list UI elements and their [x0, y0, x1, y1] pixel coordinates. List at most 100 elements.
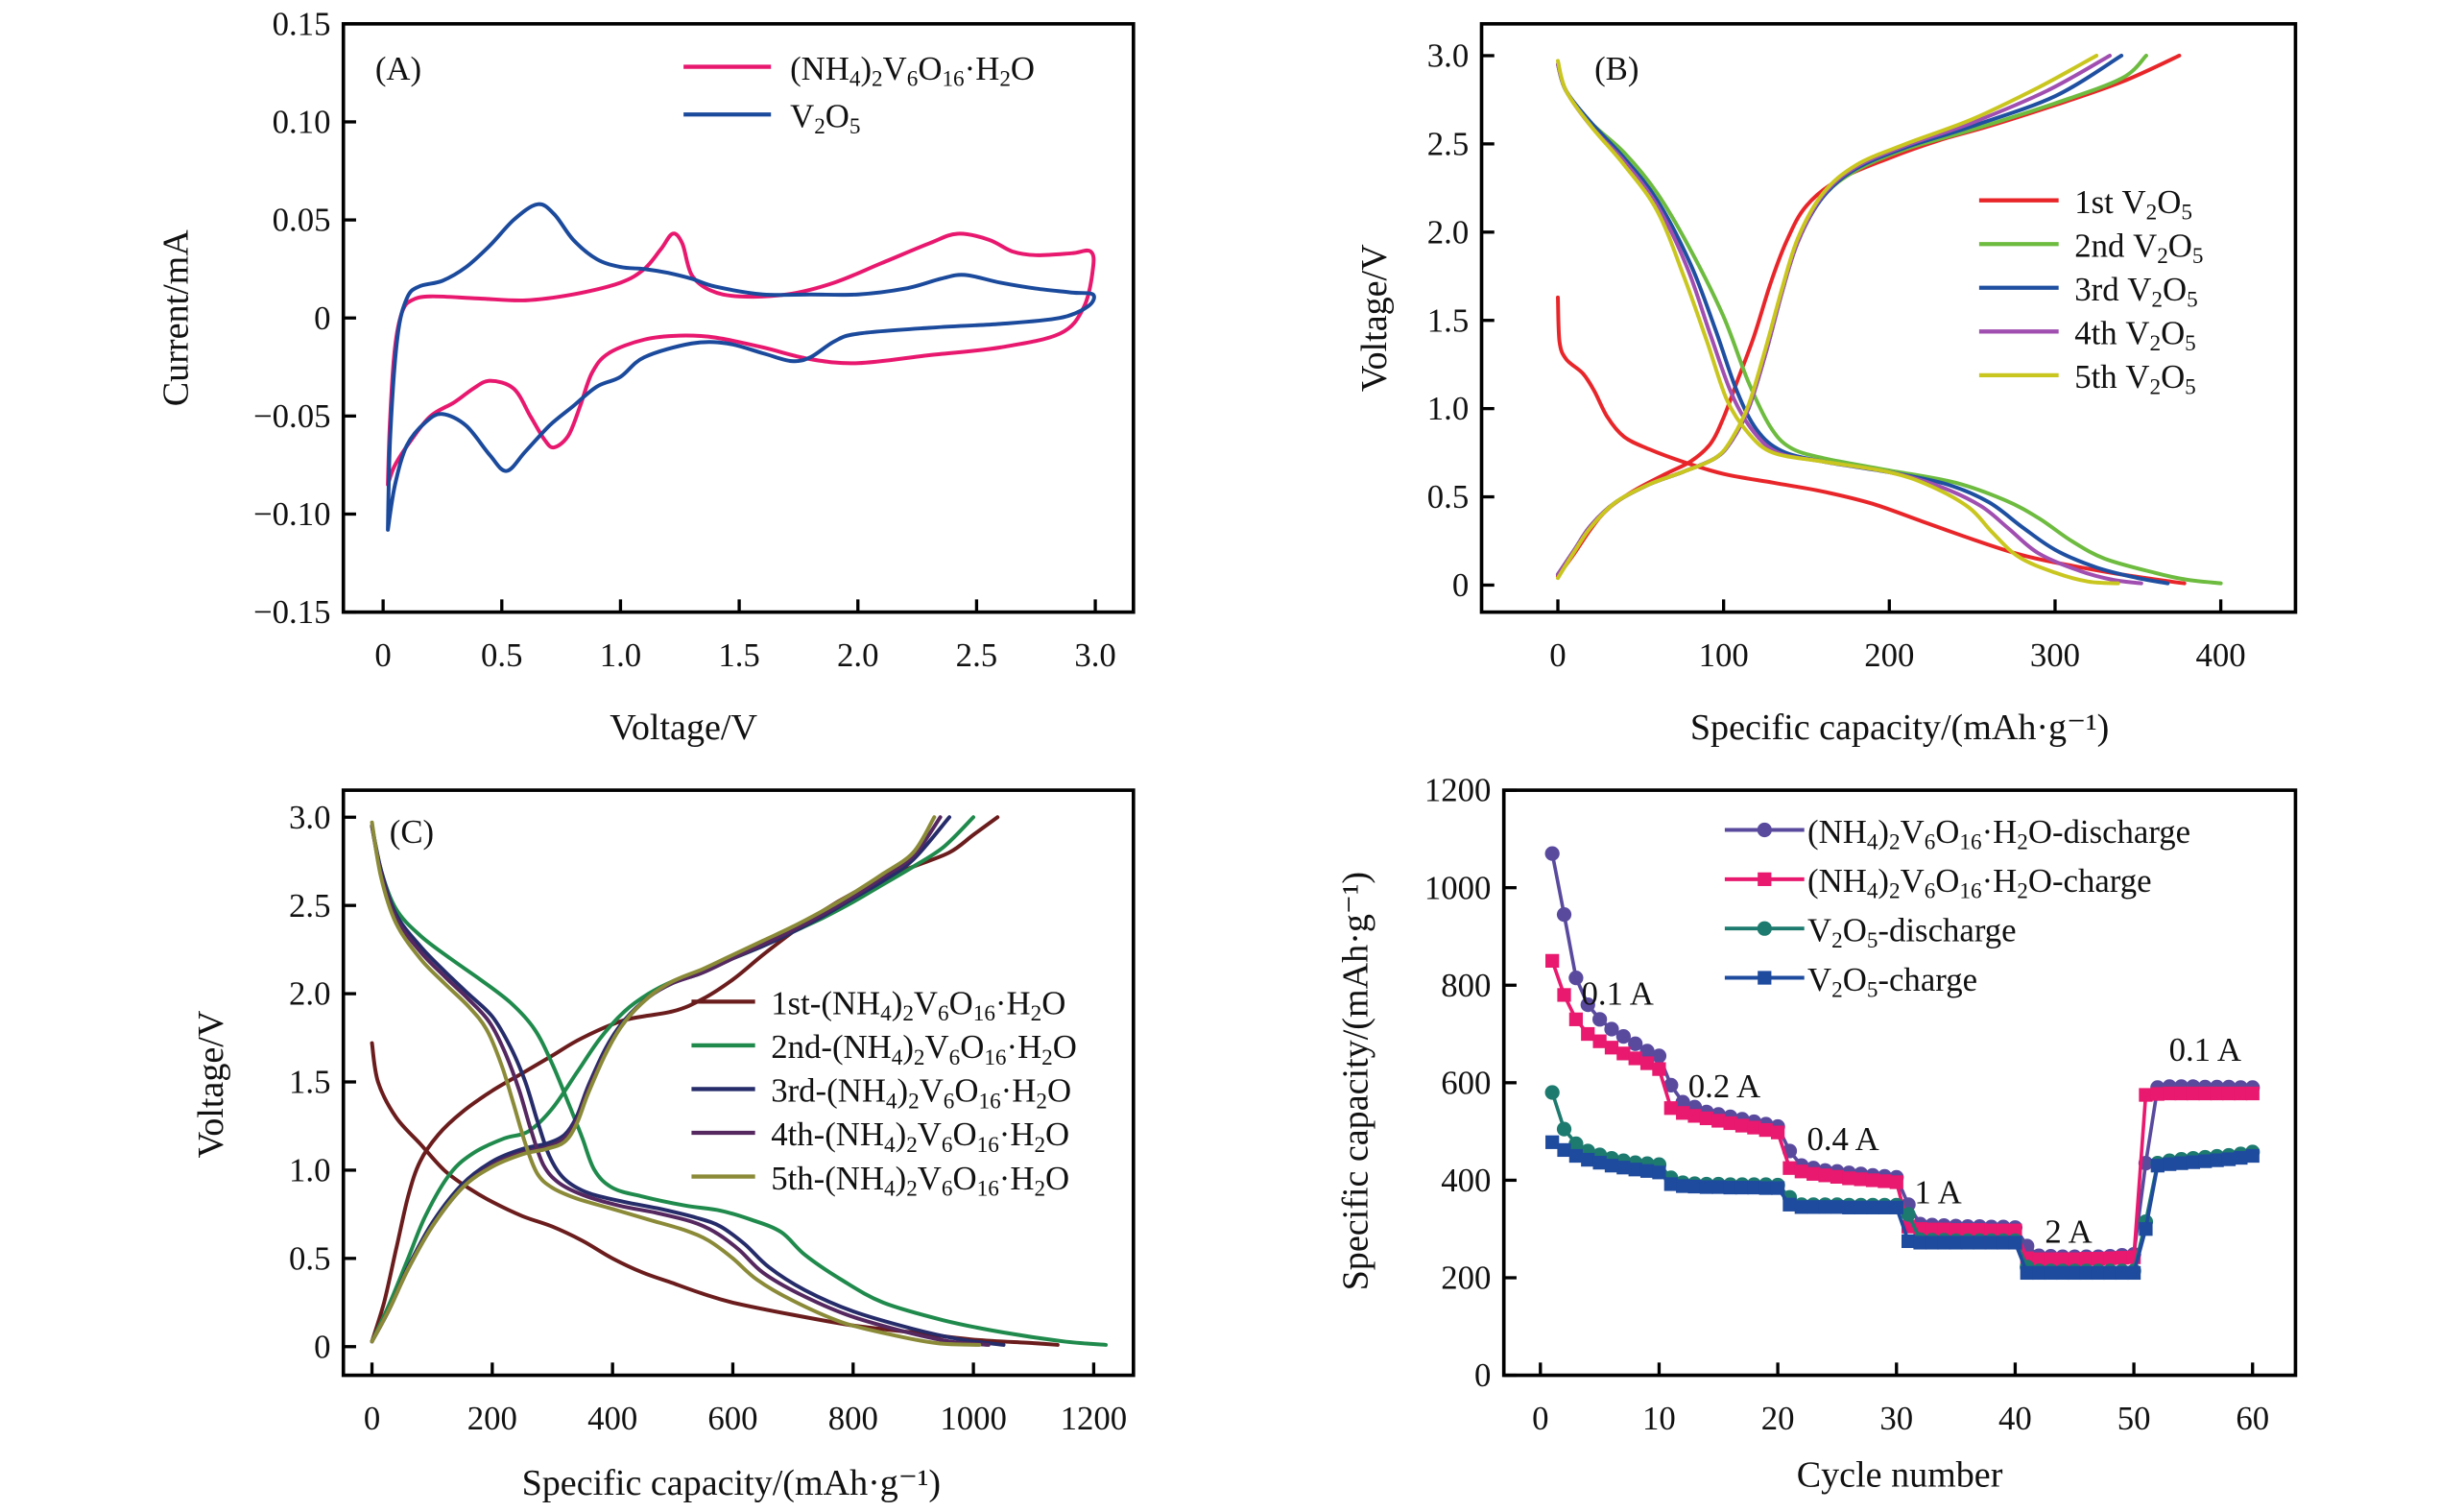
data-point [1865, 1173, 1880, 1188]
data-point [1615, 1028, 1631, 1044]
charge-curve-cycle-5 [1556, 53, 2099, 581]
data-point [1687, 1109, 1702, 1123]
legend-marker [1757, 822, 1772, 838]
data-point [1984, 1236, 1998, 1250]
x-tick-label: 400 [587, 1400, 637, 1437]
data-point [1818, 1200, 1832, 1214]
data-point [1604, 1159, 1619, 1173]
legend-label: V2O5-charge [1807, 961, 1977, 1003]
data-point [2079, 1265, 2093, 1281]
data-point [2245, 1086, 2260, 1101]
legend-label: 4th-(NH4)2V6O16·H2O [771, 1116, 1069, 1158]
data-point [2020, 1265, 2034, 1281]
legend-label: 1st V2O5 [2074, 183, 2192, 226]
data-point [1937, 1236, 1951, 1250]
data-point [1806, 1166, 1821, 1181]
y-tick-label: 0 [314, 1328, 330, 1365]
data-point [1651, 1048, 1667, 1064]
data-point [2163, 1157, 2177, 1171]
cv-curve-1 [386, 202, 1096, 532]
data-point [1878, 1174, 1892, 1188]
data-point [1878, 1200, 1892, 1214]
data-point [2032, 1265, 2046, 1281]
data-point [1711, 1180, 1726, 1194]
data-point [2234, 1086, 2248, 1101]
data-point [2150, 1159, 2165, 1173]
data-point [1663, 1101, 1678, 1116]
data-point [1604, 1041, 1619, 1055]
y-tick-label: 200 [1441, 1260, 1491, 1297]
data-point [1973, 1236, 1987, 1250]
data-point [2091, 1265, 2106, 1281]
data-point [1652, 1165, 1666, 1180]
y-tick-label: 0 [1474, 1356, 1491, 1394]
x-tick-label: 30 [1879, 1400, 1913, 1437]
discharge-curve-cycle-4 [370, 824, 991, 1347]
data-point [2055, 1265, 2070, 1281]
data-point [1830, 1200, 1845, 1214]
data-point [1770, 1125, 1785, 1140]
legend-label: 4th V2O5 [2074, 315, 2196, 357]
data-point [2032, 1252, 2046, 1266]
x-tick-label: 200 [1864, 636, 1914, 674]
data-point [1770, 1181, 1785, 1195]
y-tick-label: 0.05 [273, 202, 331, 239]
data-point [1580, 996, 1595, 1013]
data-point [1545, 1135, 1560, 1149]
data-point [1747, 1120, 1761, 1135]
data-point [1842, 1200, 1856, 1214]
y-tick-label: 0.15 [273, 5, 331, 42]
legend-marker [1758, 971, 1772, 985]
data-point [2210, 1153, 2224, 1167]
x-tick-label: 2.5 [956, 636, 997, 674]
data-point [1960, 1223, 1975, 1237]
y-axis-label: Specific capacity/(mAh·g⁻¹) [1335, 872, 1376, 1290]
data-point [1568, 971, 1584, 986]
data-point [1854, 1172, 1868, 1187]
y-tick-label: 3.0 [289, 799, 330, 836]
y-tick-label: 2.5 [1427, 125, 1469, 162]
data-point [1854, 1200, 1868, 1214]
y-tick-label: 2.0 [1427, 213, 1469, 251]
y-tick-label: 2.0 [289, 975, 330, 1013]
legend-label: (NH4)2V6O16·H2O-discharge [1807, 813, 2190, 855]
data-point [2091, 1252, 2106, 1266]
panel-letter: (C) [390, 813, 434, 851]
legend-label: 3rd V2O5 [2074, 271, 2197, 313]
data-point [2221, 1152, 2237, 1166]
x-axis-label: Specific capacity/(mAh·g⁻¹) [522, 1463, 941, 1503]
data-point [1782, 1197, 1797, 1212]
discharge-curve-cycle-2 [370, 824, 1108, 1347]
y-tick-label: −0.05 [253, 397, 330, 435]
legend-label: V2O5 [790, 97, 860, 139]
data-point [1557, 1142, 1571, 1158]
legend: (NH4)2V6O16·H2O-discharge (NH4)2V6O16·H2O… [1724, 813, 2190, 1003]
data-point [2103, 1251, 2117, 1265]
data-point [1628, 1163, 1642, 1177]
y-tick-label: 600 [1441, 1064, 1491, 1101]
y-tick-label: 800 [1441, 967, 1491, 1004]
data-point [2174, 1156, 2189, 1170]
legend-label: 1st-(NH4)2V6O16·H2O [771, 985, 1065, 1027]
data-point [2245, 1148, 2260, 1164]
y-tick-label: 2.5 [289, 887, 330, 924]
data-point [1581, 1026, 1595, 1042]
data-point [1747, 1180, 1761, 1195]
y-tick-label: −0.10 [253, 495, 330, 533]
panel-letter: (A) [375, 50, 421, 87]
y-tick-label: 0 [314, 300, 330, 337]
x-tick-label: 1200 [1061, 1400, 1128, 1437]
data-point [1925, 1236, 1939, 1250]
data-point [1616, 1046, 1631, 1061]
x-tick-label: 0 [374, 636, 391, 674]
data-point [2055, 1252, 2070, 1266]
x-tick-label: 400 [2196, 636, 2246, 674]
legend: 1st-(NH4)2V6O16·H2O2nd-(NH4)2V6O16·H2O3r… [691, 985, 1077, 1201]
data-point [1794, 1200, 1808, 1214]
data-point [1591, 1012, 1608, 1027]
y-axis-label: Current/mA [155, 229, 196, 407]
y-tick-label: 1200 [1424, 772, 1492, 809]
data-point [2079, 1252, 2093, 1266]
y-axis-label: Voltage/V [191, 1010, 231, 1158]
